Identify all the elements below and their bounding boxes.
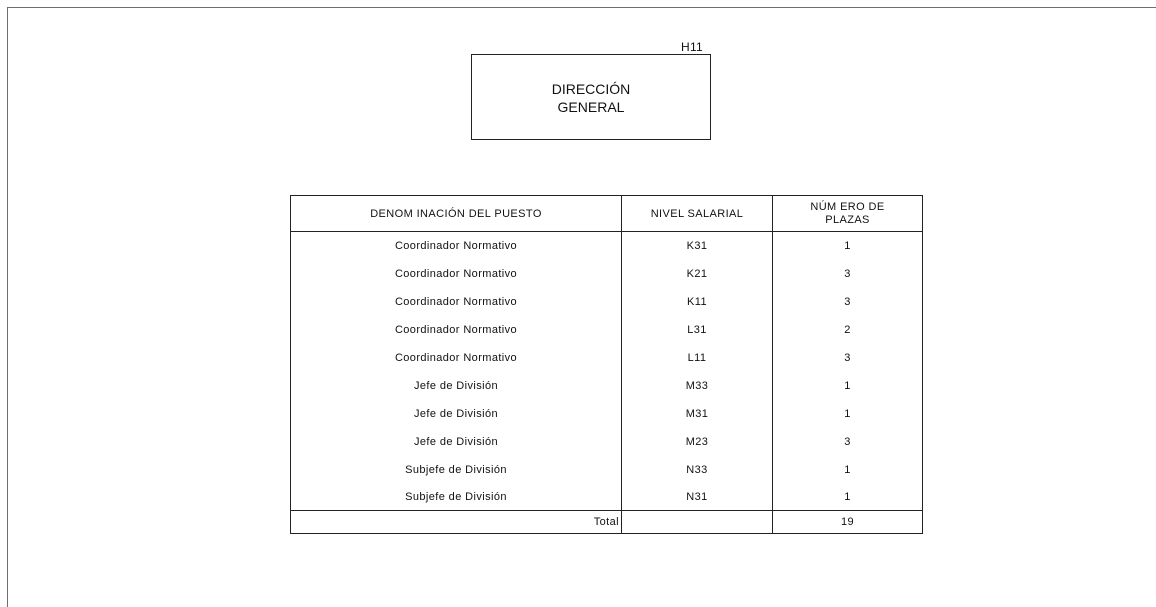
cell-salary-level: M31 (621, 400, 773, 428)
cell-position: Jefe de División (290, 372, 622, 400)
cell-seats: 3 (772, 428, 923, 456)
table-row: Subjefe de División N33 1 (290, 456, 923, 484)
cell-position: Jefe de División (290, 428, 622, 456)
positions-table: DENOM INACIÓN DEL PUESTO NIVEL SALARIAL … (290, 195, 923, 534)
cell-seats: 1 (772, 484, 923, 511)
org-unit-box: DIRECCIÓN GENERAL (471, 54, 711, 140)
cell-seats: 3 (772, 260, 923, 288)
table-header-row: DENOM INACIÓN DEL PUESTO NIVEL SALARIAL … (290, 195, 923, 232)
total-value: 19 (772, 510, 923, 534)
total-row: Total 19 (290, 510, 923, 534)
org-unit-title-line2: GENERAL (557, 99, 625, 115)
cell-seats: 1 (772, 231, 923, 260)
header-seats-line1: NÚM ERO DE (810, 200, 885, 213)
org-unit-title-line1: DIRECCIÓN (551, 81, 631, 97)
table-row: Jefe de División M23 3 (290, 428, 923, 456)
cell-position: Coordinador Normativo (290, 231, 622, 260)
page-frame (7, 7, 1156, 607)
header-salary-level: NIVEL SALARIAL (621, 195, 773, 232)
cell-seats: 3 (772, 288, 923, 316)
cell-position: Coordinador Normativo (290, 288, 622, 316)
cell-position: Coordinador Normativo (290, 316, 622, 344)
cell-seats: 1 (772, 456, 923, 484)
header-position: DENOM INACIÓN DEL PUESTO (290, 195, 622, 232)
cell-position: Coordinador Normativo (290, 260, 622, 288)
cell-salary-level: N31 (621, 484, 773, 511)
cell-position: Subjefe de División (290, 456, 622, 484)
org-unit-code: H11 (681, 40, 704, 54)
total-empty-cell (621, 510, 773, 534)
cell-salary-level: M33 (621, 372, 773, 400)
cell-salary-level: L11 (621, 344, 773, 372)
table-row: Jefe de División M31 1 (290, 400, 923, 428)
cell-salary-level: M23 (621, 428, 773, 456)
cell-position: Coordinador Normativo (290, 344, 622, 372)
cell-salary-level: K31 (621, 231, 773, 260)
cell-seats: 2 (772, 316, 923, 344)
org-unit-title: DIRECCIÓN GENERAL (552, 80, 631, 116)
header-seats-line2: PLAZAS (825, 213, 870, 226)
cell-seats: 1 (772, 400, 923, 428)
cell-position: Jefe de División (290, 400, 622, 428)
table-row: Coordinador Normativo L31 2 (290, 316, 923, 344)
cell-seats: 1 (772, 372, 923, 400)
table-row: Coordinador Normativo L11 3 (290, 344, 923, 372)
cell-salary-level: L31 (621, 316, 773, 344)
header-seats: NÚM ERO DE PLAZAS (772, 195, 923, 232)
cell-position: Subjefe de División (290, 484, 622, 511)
total-label: Total (290, 510, 622, 534)
cell-salary-level: K21 (621, 260, 773, 288)
table-row: Coordinador Normativo K11 3 (290, 288, 923, 316)
cell-salary-level: K11 (621, 288, 773, 316)
table-row: Coordinador Normativo K21 3 (290, 260, 923, 288)
cell-salary-level: N33 (621, 456, 773, 484)
cell-seats: 3 (772, 344, 923, 372)
table-row: Subjefe de División N31 1 (290, 484, 923, 511)
table-row: Jefe de División M33 1 (290, 372, 923, 400)
table-row: Coordinador Normativo K31 1 (290, 231, 923, 260)
